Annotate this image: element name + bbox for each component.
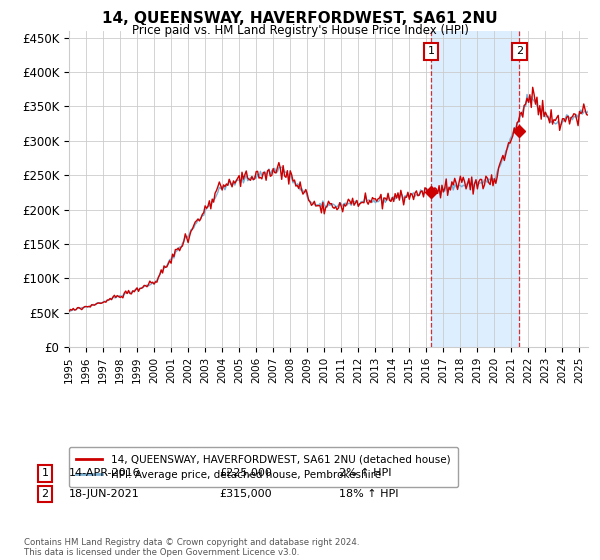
Text: 2: 2 [41, 489, 49, 499]
Text: 14-APR-2016: 14-APR-2016 [69, 468, 140, 478]
Text: 2: 2 [515, 46, 523, 57]
Text: 1: 1 [428, 46, 434, 57]
Text: 18-JUN-2021: 18-JUN-2021 [69, 489, 140, 499]
Bar [431, 31, 519, 347]
Text: Contains HM Land Registry data © Crown copyright and database right 2024.
This d: Contains HM Land Registry data © Crown c… [24, 538, 359, 557]
Text: 2% ↑ HPI: 2% ↑ HPI [339, 468, 391, 478]
Text: Price paid vs. HM Land Registry's House Price Index (HPI): Price paid vs. HM Land Registry's House … [131, 24, 469, 36]
Legend: 14, QUEENSWAY, HAVERFORDWEST, SA61 2NU (detached house), HPI: Average price, det: 14, QUEENSWAY, HAVERFORDWEST, SA61 2NU (… [69, 447, 458, 487]
Text: £225,000: £225,000 [219, 468, 272, 478]
Text: 14, QUEENSWAY, HAVERFORDWEST, SA61 2NU: 14, QUEENSWAY, HAVERFORDWEST, SA61 2NU [102, 11, 498, 26]
Text: £315,000: £315,000 [219, 489, 272, 499]
Text: 1: 1 [41, 468, 49, 478]
Text: 18% ↑ HPI: 18% ↑ HPI [339, 489, 398, 499]
